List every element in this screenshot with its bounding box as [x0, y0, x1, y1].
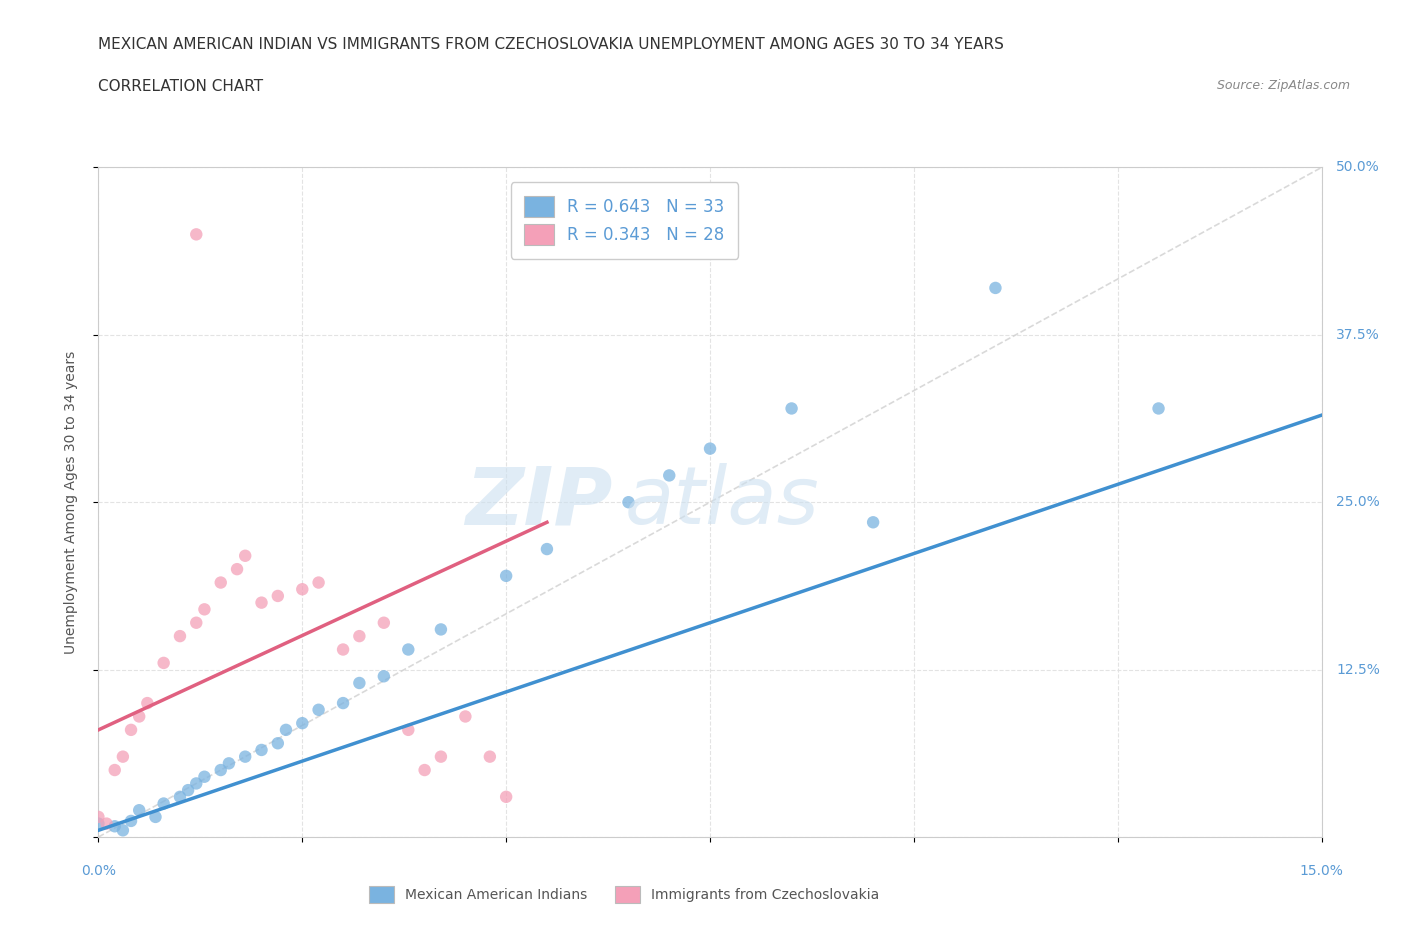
Point — [152, 796, 174, 811]
Point — [396, 642, 419, 657]
Point — [193, 769, 215, 784]
Point — [87, 817, 110, 831]
Point — [267, 736, 290, 751]
Point — [495, 568, 517, 583]
Text: Source: ZipAtlas.com: Source: ZipAtlas.com — [1216, 79, 1350, 92]
Point — [267, 589, 290, 604]
Point — [209, 763, 232, 777]
Point — [226, 562, 249, 577]
Text: 37.5%: 37.5% — [1336, 327, 1381, 342]
Point — [250, 742, 273, 757]
Point — [120, 723, 142, 737]
Point — [699, 441, 721, 456]
Text: 12.5%: 12.5% — [1336, 662, 1381, 677]
Text: 15.0%: 15.0% — [1299, 864, 1344, 878]
Point — [186, 616, 208, 631]
Point — [308, 575, 330, 590]
Point — [128, 709, 150, 724]
Point — [780, 401, 803, 416]
Point — [186, 227, 208, 242]
Text: atlas: atlas — [624, 463, 820, 541]
Point — [308, 702, 330, 717]
Point — [478, 750, 501, 764]
Point — [536, 541, 558, 556]
Point — [495, 790, 517, 804]
Point — [177, 783, 200, 798]
Point — [186, 776, 208, 790]
Y-axis label: Unemployment Among Ages 30 to 34 years: Unemployment Among Ages 30 to 34 years — [63, 351, 77, 654]
Point — [233, 750, 256, 764]
Point — [120, 814, 142, 829]
Point — [349, 675, 371, 690]
Point — [454, 709, 477, 724]
Point — [430, 750, 453, 764]
Text: CORRELATION CHART: CORRELATION CHART — [98, 79, 263, 94]
Point — [984, 281, 1007, 296]
Point — [332, 642, 354, 657]
Point — [291, 582, 314, 597]
Text: MEXICAN AMERICAN INDIAN VS IMMIGRANTS FROM CZECHOSLOVAKIA UNEMPLOYMENT AMONG AGE: MEXICAN AMERICAN INDIAN VS IMMIGRANTS FR… — [98, 37, 1004, 52]
Point — [430, 622, 453, 637]
Point — [104, 818, 127, 833]
Legend: Mexican American Indians, Immigrants from Czechoslovakia: Mexican American Indians, Immigrants fro… — [363, 879, 887, 910]
Point — [250, 595, 273, 610]
Point — [193, 602, 215, 617]
Point — [349, 629, 371, 644]
Point — [96, 817, 118, 831]
Text: 50.0%: 50.0% — [1336, 160, 1381, 175]
Point — [617, 495, 640, 510]
Point — [145, 809, 167, 824]
Point — [291, 716, 314, 731]
Point — [1147, 401, 1170, 416]
Point — [152, 656, 174, 671]
Point — [169, 629, 191, 644]
Point — [233, 549, 256, 564]
Point — [658, 468, 681, 483]
Text: 25.0%: 25.0% — [1336, 495, 1381, 510]
Point — [87, 809, 110, 824]
Point — [862, 515, 884, 530]
Point — [373, 669, 395, 684]
Point — [413, 763, 436, 777]
Point — [104, 763, 127, 777]
Point — [209, 575, 232, 590]
Point — [274, 723, 297, 737]
Point — [218, 756, 240, 771]
Point — [111, 750, 134, 764]
Text: 0.0%: 0.0% — [82, 864, 115, 878]
Point — [128, 803, 150, 817]
Point — [373, 616, 395, 631]
Point — [332, 696, 354, 711]
Text: ZIP: ZIP — [465, 463, 612, 541]
Point — [111, 823, 134, 838]
Point — [396, 723, 419, 737]
Point — [136, 696, 159, 711]
Point — [169, 790, 191, 804]
